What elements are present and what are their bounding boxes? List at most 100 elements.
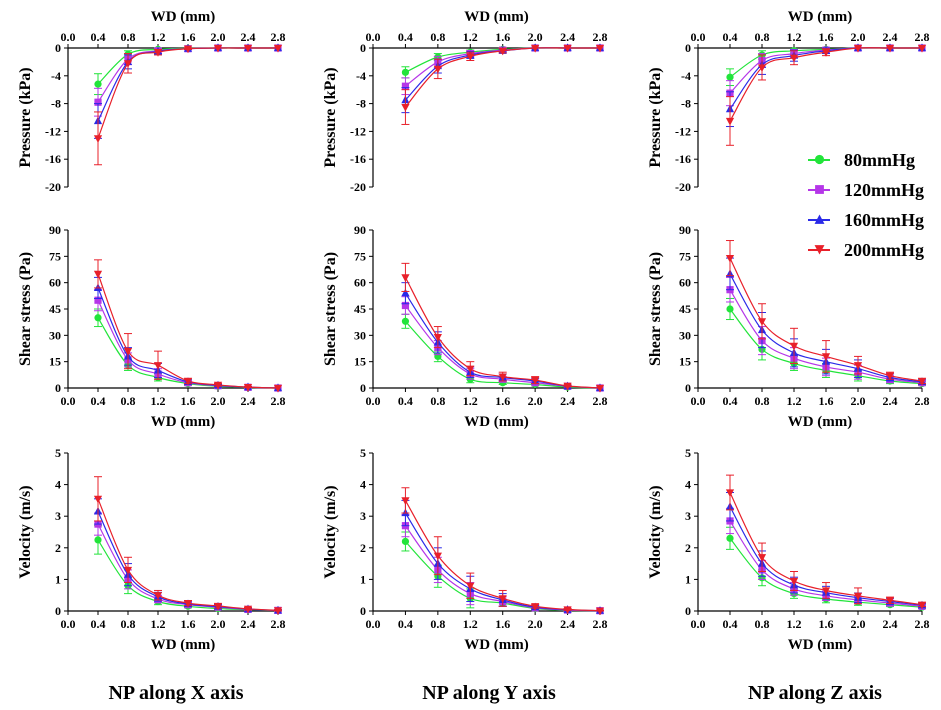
legend-label-120mmhg: 120mmHg [844, 180, 924, 200]
chart-panel-velocity-y: 0.0 0.4 0.8 1.2 1.6 2.0 2.4 2.8 0 1 2 3 4 5 WD (mm) Vel… [322, 446, 608, 653]
x-tick-label: 2.0 [851, 617, 866, 631]
data-point [273, 44, 283, 53]
data-point [725, 254, 735, 263]
y-tick-label: 4 [685, 478, 691, 492]
y-tick-label: 5 [55, 446, 61, 460]
data-point [725, 489, 735, 498]
data-point [93, 270, 103, 279]
x-tick-label: 0.4 [91, 617, 106, 631]
data-point [595, 384, 605, 393]
fit-curve [97, 287, 279, 389]
y-tick-label: 3 [685, 509, 691, 523]
chart-panel-pressure-z: 0.0 0.4 0.8 1.2 1.6 2.0 2.4 2.8 0 -4 -8 -12 -16 -20 WD… [647, 9, 930, 194]
x-axis-title: WD (mm) [788, 9, 853, 25]
legend-item-80mmhg: 80mmHg [808, 148, 938, 172]
data-point [401, 317, 410, 325]
y-tick-label: 0 [685, 381, 691, 395]
y-tick-label: 30 [354, 328, 366, 342]
data-point [821, 49, 831, 57]
series-120mmhg [94, 44, 282, 117]
y-axis-title: Shear stress (Pa) [647, 252, 664, 366]
data-point [757, 64, 767, 73]
y-tick-label: -4 [681, 69, 691, 83]
y-tick-label: -16 [675, 152, 691, 166]
x-tick-label: 0.8 [121, 30, 136, 44]
y-tick-label: -16 [350, 152, 366, 166]
x-tick-label: 0.4 [398, 394, 413, 408]
y-tick-label: -8 [51, 97, 61, 111]
legend-item-200mmhg: 200mmHg [808, 238, 938, 262]
chart-panel-velocity-x: 0.0 0.4 0.8 1.2 1.6 2.0 2.4 2.8 0 1 2 3 4 5 WD (mm) Vel… [17, 446, 286, 653]
data-point [153, 362, 163, 370]
x-axis-title: WD (mm) [464, 9, 529, 25]
y-tick-label: 0 [360, 41, 366, 55]
x-tick-label: 2.8 [915, 394, 930, 408]
y-axis-title: Pressure (kPa) [322, 67, 339, 167]
y-tick-label: -8 [356, 97, 366, 111]
column-title-y: NP along Y axis [422, 682, 556, 704]
data-point [726, 305, 734, 313]
x-tick-label: 2.4 [883, 617, 898, 631]
legend-label-200mmhg: 200mmHg [844, 240, 924, 260]
x-axis-title: WD (mm) [151, 637, 216, 653]
data-point [433, 333, 442, 342]
data-point [531, 377, 540, 385]
data-point [213, 44, 223, 53]
data-point [498, 47, 507, 56]
data-point [531, 44, 540, 53]
data-point [466, 582, 475, 591]
y-tick-label: 3 [55, 509, 61, 523]
y-tick-label: 75 [679, 249, 691, 263]
data-point [531, 603, 540, 611]
data-point [401, 82, 410, 90]
y-tick-label: -4 [51, 69, 61, 83]
series-200mmhg [725, 44, 927, 146]
x-tick-label: 2.4 [241, 394, 256, 408]
legend-triangle-up-marker-icon [814, 214, 825, 224]
data-point [757, 554, 767, 562]
x-axis-title: WD (mm) [151, 414, 216, 430]
data-point [401, 103, 410, 112]
data-point [498, 373, 507, 382]
x-tick-label: 1.2 [151, 394, 166, 408]
data-point [153, 592, 163, 600]
x-axis-title: WD (mm) [788, 637, 853, 653]
data-point [917, 377, 927, 386]
y-tick-label: 1 [55, 572, 61, 586]
data-point [94, 98, 102, 106]
data-point [183, 377, 193, 386]
x-tick-label: 0.8 [121, 617, 136, 631]
y-tick-label: 45 [354, 302, 366, 316]
y-tick-label: 0 [360, 381, 366, 395]
y-tick-label: 1 [685, 572, 691, 586]
x-tick-label: 2.0 [528, 617, 543, 631]
x-tick-label: 1.2 [151, 617, 166, 631]
x-axis-title: WD (mm) [788, 414, 853, 430]
column-title-x: NP along X axis [108, 682, 244, 704]
x-tick-label: 0.0 [691, 30, 706, 44]
x-tick-label: 0.8 [121, 394, 136, 408]
data-point [94, 80, 102, 88]
y-axis-title: Velocity (m/s) [17, 485, 34, 578]
series-200mmhg [401, 44, 605, 125]
x-tick-label: 0.0 [61, 30, 76, 44]
data-point [726, 534, 734, 542]
chart-panel-velocity-z: 0.0 0.4 0.8 1.2 1.6 2.0 2.4 2.8 0 1 2 3 4 5 WD (mm) Vel… [647, 446, 930, 653]
y-tick-label: -16 [45, 152, 61, 166]
x-tick-label: 0.4 [723, 617, 738, 631]
y-tick-label: 30 [679, 328, 691, 342]
data-point [917, 44, 927, 53]
y-tick-label: 2 [360, 541, 366, 555]
x-tick-label: 0.4 [398, 617, 413, 631]
y-axis-title: Velocity (m/s) [322, 485, 339, 578]
data-point [853, 592, 863, 601]
data-point [213, 381, 223, 390]
data-point [273, 384, 283, 393]
x-tick-label: 2.8 [271, 394, 286, 408]
x-tick-label: 2.4 [241, 617, 256, 631]
data-point [243, 44, 253, 53]
x-tick-label: 1.2 [787, 30, 802, 44]
x-tick-label: 0.8 [755, 617, 770, 631]
data-point [726, 73, 734, 81]
x-tick-label: 0.4 [91, 30, 106, 44]
